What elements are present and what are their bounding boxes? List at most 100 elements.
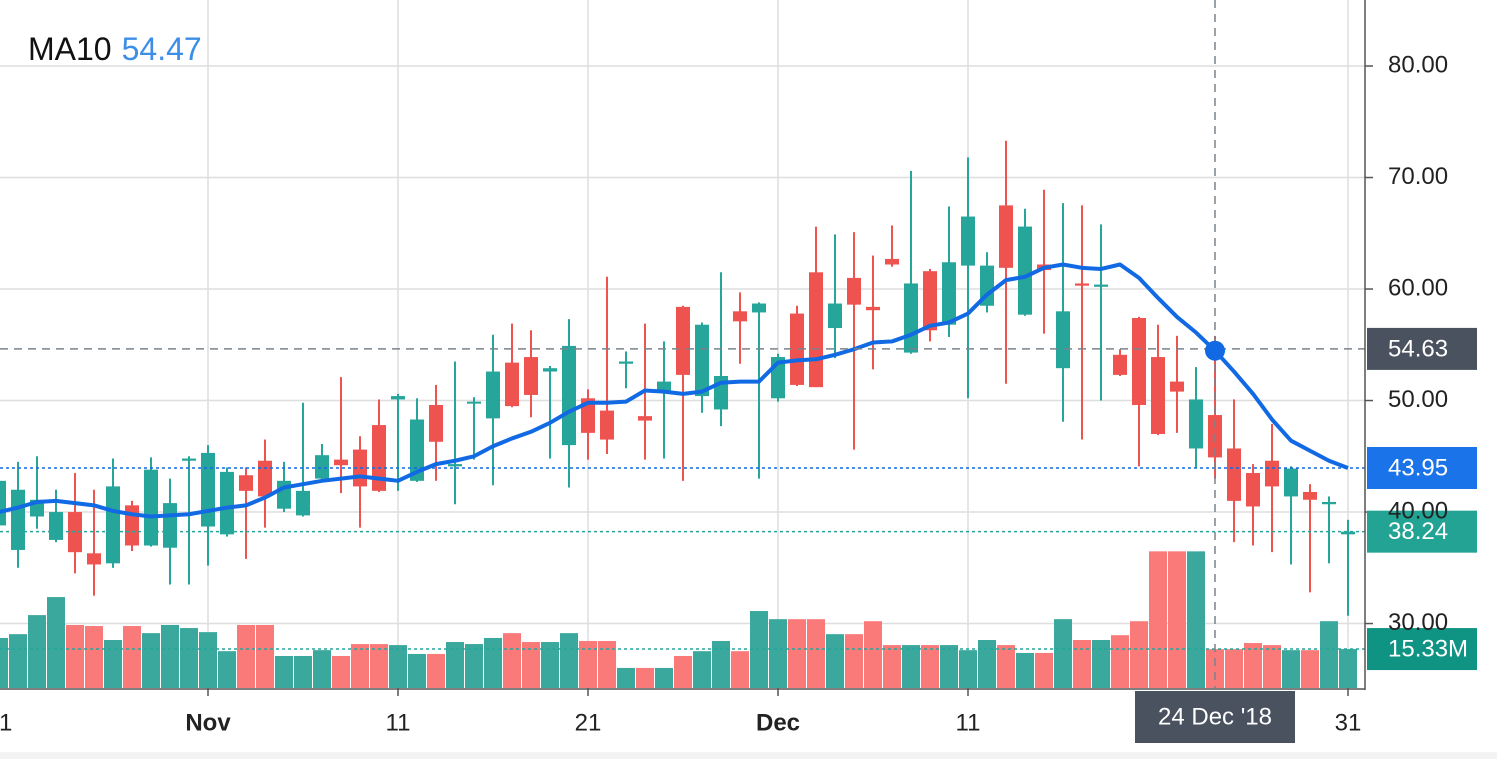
volume-bar [0,637,8,688]
volume-bar [560,633,578,688]
candle-body [695,324,709,397]
legend-value: 54.47 [122,31,202,67]
candle-body [809,272,823,388]
volume-bar [1130,621,1148,688]
volume-bar [1206,649,1224,688]
volume-bar [351,644,369,688]
volume-bar [123,626,141,688]
candle-body [486,371,500,419]
candle-body [334,459,348,466]
volume-bar [389,645,407,688]
candle-body [429,404,443,442]
volume-bar [465,644,483,688]
candle-body [315,455,329,479]
candle-body [961,216,975,266]
volume-bar [313,650,331,688]
volume-bar [237,625,255,688]
candle-body [1341,531,1355,535]
legend: MA10 54.47 [28,31,202,67]
candle-body [87,553,101,565]
legend-name: MA10 [28,31,112,67]
candle-body [562,345,576,446]
volume-last-label: 15.33M [1388,635,1468,662]
volume-bar [503,633,521,688]
volume-bar [142,633,160,688]
candle-body [163,503,177,548]
volume-bar [978,639,996,688]
candle-body [1018,226,1032,315]
candle-body [942,262,956,325]
close-last-label-box [1367,510,1477,553]
candle-body [1303,491,1317,500]
candle-body [258,460,272,497]
volume-bar [883,645,901,688]
candle-body [828,303,842,329]
candle-body [1246,473,1260,507]
x-tick-label: 31 [1335,709,1362,736]
ma-line [0,262,1349,519]
candle-body [638,416,652,421]
crosshair-time-box [1135,691,1295,743]
candle-body [1227,448,1241,501]
crosshair-price-label-box [1367,327,1477,370]
x-tick-label: 11 [386,709,411,736]
volume-bar [9,634,27,688]
candle-body [752,303,766,313]
volume-bar [1263,645,1281,688]
volume-bar [807,619,825,688]
volume-bar [1187,551,1205,688]
volume-bar [826,634,844,688]
x-tick-label: 11 [956,709,981,736]
volume-bar [598,641,616,688]
volume-bar [902,645,920,688]
candle-body [372,425,386,491]
candle-body [999,205,1013,268]
candle-body [125,505,139,546]
volume-bar [1225,649,1243,688]
volume-bar [1339,649,1357,688]
y-tick-label: 60.00 [1388,274,1448,301]
volume-bar [85,626,103,688]
candle-body [524,357,538,395]
candle-body [1132,318,1146,405]
candle-body [410,419,424,481]
volume-bar [693,651,711,688]
candle-body [49,512,63,540]
volume-bar [522,642,540,688]
candle-body [0,480,6,526]
volume-bar [256,625,274,688]
x-tick-label: Dec [756,709,800,736]
volume-bar [788,619,806,688]
volume-bar [104,639,122,688]
footer-strip [0,752,1497,759]
volume-bar [1282,650,1300,688]
volume-bar [180,628,198,688]
volume-bar [199,632,217,688]
candle-body [144,469,158,546]
crosshair-time-label: 24 Dec '18 [1158,703,1272,730]
volume-bar [845,634,863,688]
volume-bar [1035,652,1053,688]
volume-bar [712,641,730,688]
candle-body [866,306,880,311]
x-tick-label: 21 [0,709,12,736]
volume-bar [655,667,673,688]
candle-body [182,458,196,461]
volume-last-label-box [1367,628,1477,671]
candle-body [885,258,899,265]
candle-body [296,490,310,516]
volume-bar [47,597,65,688]
candle-body [619,361,633,364]
candle-body [1284,468,1298,497]
y-tick-label: 40.00 [1388,497,1448,524]
candles [0,140,1355,616]
candle-body [391,396,405,400]
volume-bar [731,651,749,688]
candle-body [1056,311,1070,369]
candle-body [923,271,937,331]
volume-bar [864,621,882,688]
volume-bar [294,655,312,688]
volume-bar [1244,643,1262,688]
candle-body [448,464,462,467]
